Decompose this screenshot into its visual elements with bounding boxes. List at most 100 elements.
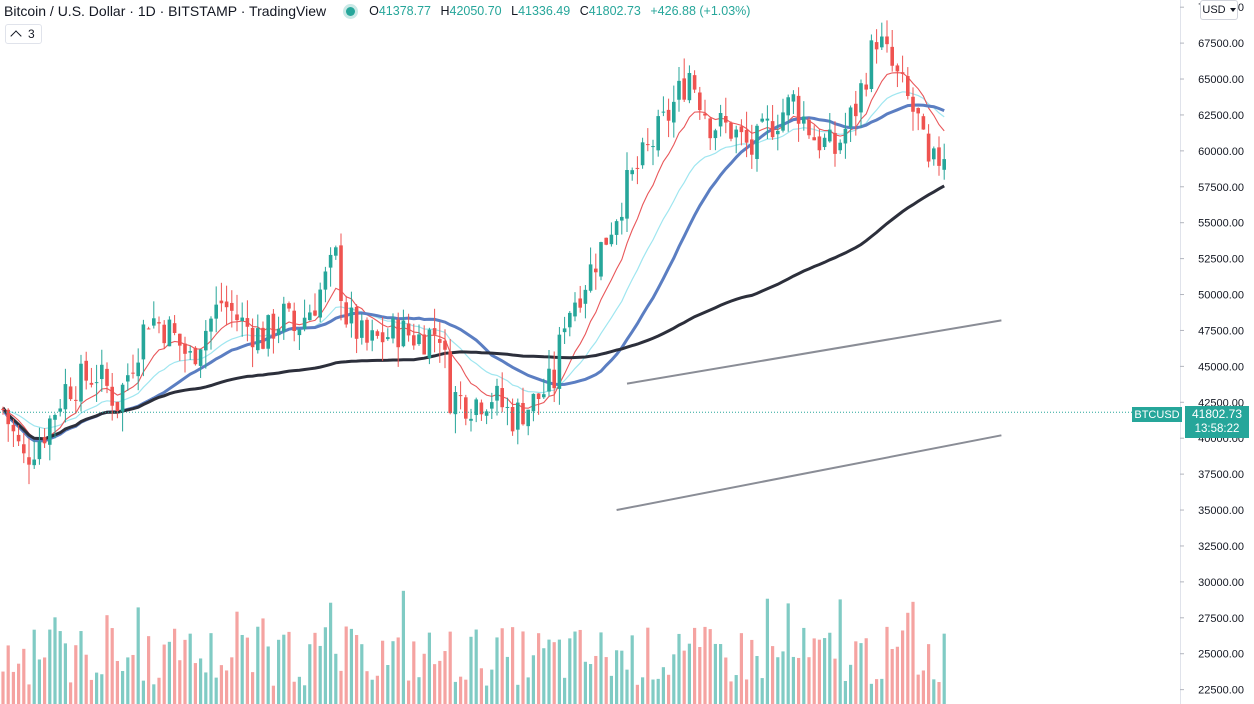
candle-body[interactable]: [474, 399, 478, 416]
candle-body[interactable]: [292, 310, 296, 332]
candle-body[interactable]: [937, 147, 941, 166]
candle-body[interactable]: [152, 318, 156, 326]
candle-body[interactable]: [245, 318, 250, 327]
candle-body[interactable]: [744, 129, 749, 143]
candle-body[interactable]: [822, 137, 827, 148]
candle-body[interactable]: [599, 242, 603, 277]
candle-body[interactable]: [890, 46, 894, 66]
candle-body[interactable]: [505, 406, 510, 408]
candle-body[interactable]: [287, 303, 291, 309]
candle-body[interactable]: [807, 119, 811, 136]
candle-body[interactable]: [178, 333, 182, 346]
candle-body[interactable]: [11, 424, 16, 432]
candle-body[interactable]: [386, 337, 390, 340]
candle-body[interactable]: [568, 312, 572, 328]
candle-body[interactable]: [828, 129, 832, 142]
candle-body[interactable]: [672, 101, 676, 123]
candle-body[interactable]: [900, 72, 905, 74]
candle-body[interactable]: [16, 434, 21, 442]
candle-body[interactable]: [609, 234, 614, 245]
candle-body[interactable]: [105, 368, 109, 386]
candle-body[interactable]: [370, 330, 374, 341]
candle-body[interactable]: [240, 317, 244, 322]
indicators-toggle-button[interactable]: 3: [5, 24, 42, 44]
candle-body[interactable]: [781, 112, 785, 131]
candle-body[interactable]: [713, 130, 718, 139]
candle-body[interactable]: [401, 320, 406, 347]
candle-body[interactable]: [48, 418, 52, 445]
candle-body[interactable]: [864, 84, 868, 90]
candle-body[interactable]: [916, 108, 920, 114]
candle-body[interactable]: [157, 322, 161, 324]
candle-body[interactable]: [869, 40, 874, 89]
candle-body[interactable]: [308, 312, 312, 321]
candle-body[interactable]: [651, 146, 655, 148]
candle-body[interactable]: [27, 457, 31, 465]
candle-body[interactable]: [880, 36, 884, 48]
candle-body[interactable]: [141, 324, 146, 360]
ema-20-line[interactable]: [2, 91, 945, 430]
candle-body[interactable]: [682, 78, 686, 100]
candle-body[interactable]: [932, 148, 936, 160]
candle-body[interactable]: [396, 319, 400, 348]
candle-body[interactable]: [380, 332, 385, 343]
candle-body[interactable]: [349, 307, 354, 324]
candle-body[interactable]: [37, 441, 42, 460]
candle-body[interactable]: [74, 399, 78, 401]
candle-body[interactable]: [32, 459, 36, 466]
candle-body[interactable]: [1, 408, 5, 410]
candle-body[interactable]: [776, 130, 780, 135]
candle-body[interactable]: [68, 386, 73, 400]
candle-body[interactable]: [770, 121, 775, 138]
candle-body[interactable]: [375, 331, 380, 336]
candle-body[interactable]: [271, 313, 276, 339]
candle-body[interactable]: [495, 385, 499, 401]
candle-body[interactable]: [656, 116, 660, 151]
candle-body[interactable]: [526, 409, 530, 427]
candle-body[interactable]: [354, 306, 359, 339]
candle-body[interactable]: [583, 289, 588, 304]
candle-body[interactable]: [100, 364, 104, 380]
candle-body[interactable]: [843, 128, 848, 144]
candle-body[interactable]: [302, 317, 307, 330]
candle-body[interactable]: [209, 318, 213, 332]
candle-body[interactable]: [542, 394, 546, 398]
candle-body[interactable]: [718, 113, 723, 127]
currency-button[interactable]: USD: [1200, 0, 1238, 20]
candle-body[interactable]: [412, 335, 416, 346]
candle-body[interactable]: [63, 384, 68, 410]
candle-body[interactable]: [131, 372, 135, 374]
candle-body[interactable]: [521, 403, 525, 425]
candle-body[interactable]: [276, 328, 281, 336]
candle-body[interactable]: [531, 393, 536, 412]
candle-body[interactable]: [500, 388, 504, 408]
symbol-title[interactable]: Bitcoin / U.S. Dollar · 1D · BITSTAMP · …: [4, 3, 327, 19]
candle-body[interactable]: [94, 382, 99, 384]
candle-body[interactable]: [625, 169, 629, 219]
candle-body[interactable]: [724, 116, 728, 123]
candle-body[interactable]: [126, 375, 130, 382]
candle-body[interactable]: [89, 382, 94, 385]
candle-body[interactable]: [479, 402, 484, 415]
candle-body[interactable]: [661, 111, 666, 113]
candle-body[interactable]: [323, 271, 328, 290]
candle-body[interactable]: [536, 393, 541, 400]
candle-body[interactable]: [942, 159, 946, 170]
candle-body[interactable]: [874, 42, 879, 50]
candle-body[interactable]: [167, 319, 172, 347]
candle-body[interactable]: [469, 418, 473, 421]
candle-body[interactable]: [84, 360, 88, 381]
candle-body[interactable]: [594, 268, 598, 273]
candle-body[interactable]: [334, 247, 338, 256]
candle-body[interactable]: [230, 302, 234, 311]
candle-body[interactable]: [391, 318, 395, 339]
candle-body[interactable]: [183, 343, 187, 354]
sma-200-line[interactable]: [1, 184, 945, 441]
candle-body[interactable]: [162, 324, 166, 344]
candle-body[interactable]: [604, 237, 608, 245]
candle-body[interactable]: [786, 97, 790, 116]
candle-body[interactable]: [895, 65, 900, 72]
candle-body[interactable]: [620, 216, 624, 221]
candle-body[interactable]: [464, 397, 468, 419]
candle-body[interactable]: [318, 289, 322, 318]
